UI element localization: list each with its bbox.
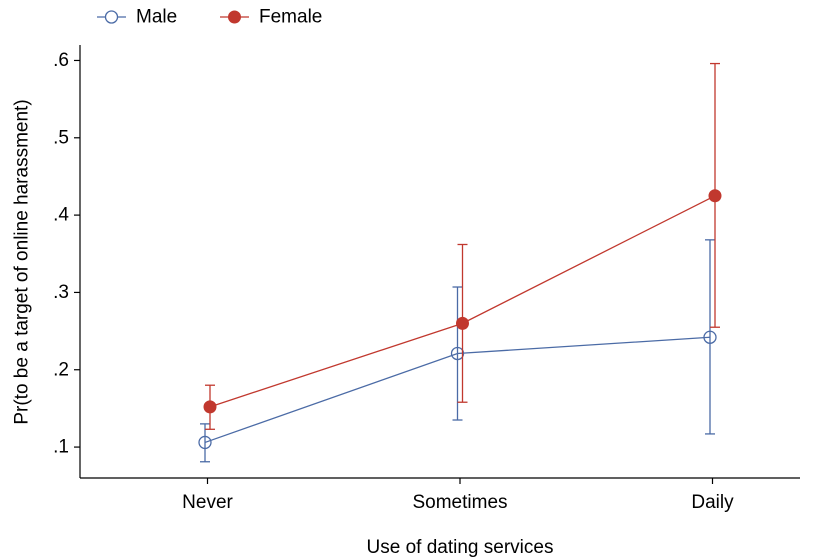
y-tick-label: .1 bbox=[53, 437, 69, 458]
y-tick-label: .5 bbox=[53, 127, 69, 148]
legend-marker bbox=[104, 10, 119, 24]
series-female bbox=[203, 62, 722, 430]
series-male-errorbar-daily bbox=[705, 239, 715, 435]
series-male-point-never bbox=[198, 435, 212, 450]
y-axis-label: Pr(to be a target of online harassment) bbox=[12, 99, 33, 424]
legend: Male Female bbox=[97, 7, 322, 28]
x-axis-ticks: Never Sometimes Daily bbox=[182, 478, 734, 513]
legend-label: Female bbox=[259, 7, 322, 28]
y-tick-label: .6 bbox=[53, 50, 69, 71]
x-tick-label-sometimes: Sometimes bbox=[412, 492, 507, 513]
series-female-point-sometimes bbox=[456, 316, 469, 330]
x-axis-label: Use of dating services bbox=[367, 537, 554, 558]
series-male-line bbox=[204, 336, 711, 444]
y-axis-ticks: .1 .2 .3 .4 .5 .6 bbox=[53, 50, 80, 458]
legend-item-female: Female bbox=[220, 7, 322, 28]
x-tick-label-daily: Daily bbox=[691, 492, 734, 513]
legend-label: Male bbox=[136, 7, 177, 28]
y-tick-label: .2 bbox=[53, 359, 69, 380]
x-tick-label-never: Never bbox=[182, 492, 233, 513]
series-male bbox=[198, 239, 717, 463]
legend-marker bbox=[228, 10, 241, 24]
series-male-point-daily bbox=[703, 330, 717, 344]
y-tick-label: .4 bbox=[53, 205, 69, 226]
plot-area bbox=[198, 62, 722, 463]
series-male-errorbar-never bbox=[200, 423, 210, 463]
series-female-point-never bbox=[203, 400, 217, 414]
series-male-point-sometimes bbox=[450, 346, 465, 361]
y-tick-label: .3 bbox=[53, 282, 69, 303]
series-female-point-daily bbox=[708, 189, 722, 203]
legend-item-male: Male bbox=[97, 7, 177, 28]
